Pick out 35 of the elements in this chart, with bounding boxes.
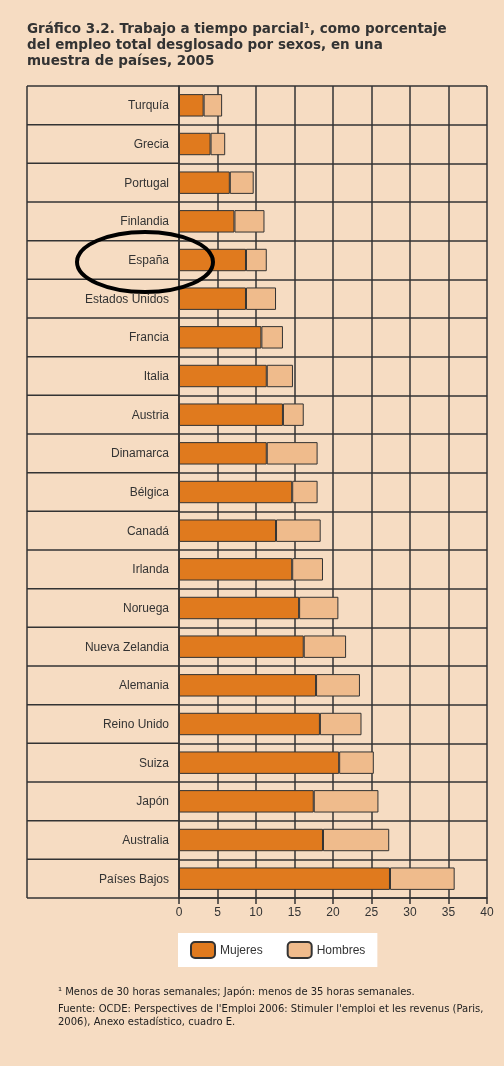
y-tick-label: Reino Unido — [102, 717, 170, 731]
y-tick-label: Portugal — [124, 175, 169, 190]
legend-label: Mujeres — [220, 943, 263, 957]
chart-title: Gráfico 3.2. Trabajo a tiempo parcial¹, como porcentaje del empleo total desglosado por sexos, en una muestra de países, 2005 — [27, 20, 447, 68]
x-tick-label: 5 — [214, 905, 222, 919]
y-tick-label: Australia — [122, 833, 170, 847]
y-tick-label: Austria — [131, 407, 170, 422]
y-tick-label: Bélgica — [129, 485, 170, 499]
x-tick-label: 10 — [249, 905, 263, 919]
y-tick-label: Turquía — [128, 98, 170, 113]
y-tick-label: España — [128, 253, 170, 267]
x-tick-label: 25 — [364, 905, 379, 919]
legend-label: Hombres — [316, 943, 366, 957]
y-tick-label: Grecia — [133, 137, 170, 151]
x-tick-label: 35 — [441, 905, 456, 919]
y-tick-label: Estados Unidos — [84, 291, 169, 306]
y-tick-label: Suiza — [138, 755, 170, 770]
y-tick-label: Finlandia — [120, 214, 170, 229]
y-tick-label: Países Bajos — [98, 871, 169, 886]
y-tick-label: Italia — [143, 369, 170, 383]
x-tick-label: 0 — [175, 905, 183, 919]
y-tick-label: Dinamarca — [110, 446, 170, 461]
x-tick-label: 40 — [480, 905, 494, 919]
y-tick-label: Japón — [136, 794, 169, 809]
x-tick-label: 15 — [287, 905, 302, 919]
y-tick-label: Nueva Zelandia — [84, 639, 170, 654]
y-tick-label: Noruega — [122, 601, 170, 615]
y-tick-label: Alemania — [118, 678, 170, 693]
y-tick-label: Irlanda — [132, 562, 170, 577]
x-tick-label: 20 — [326, 905, 340, 919]
text: ¹ Menos de 30 horas semanales; Japón: menos de 35 horas semanales. — [58, 985, 416, 998]
source-note: Fuente: OCDE: Perspectives de l'Emploi 2006: Stimuler l'emploi et les revenus (Paris, 2006), Anexo estadístico, cuadro E. — [58, 1002, 485, 1028]
y-tick-label: Canadá — [126, 523, 170, 538]
x-tick-label: 30 — [403, 905, 417, 919]
y-tick-label: Francia — [128, 330, 170, 345]
